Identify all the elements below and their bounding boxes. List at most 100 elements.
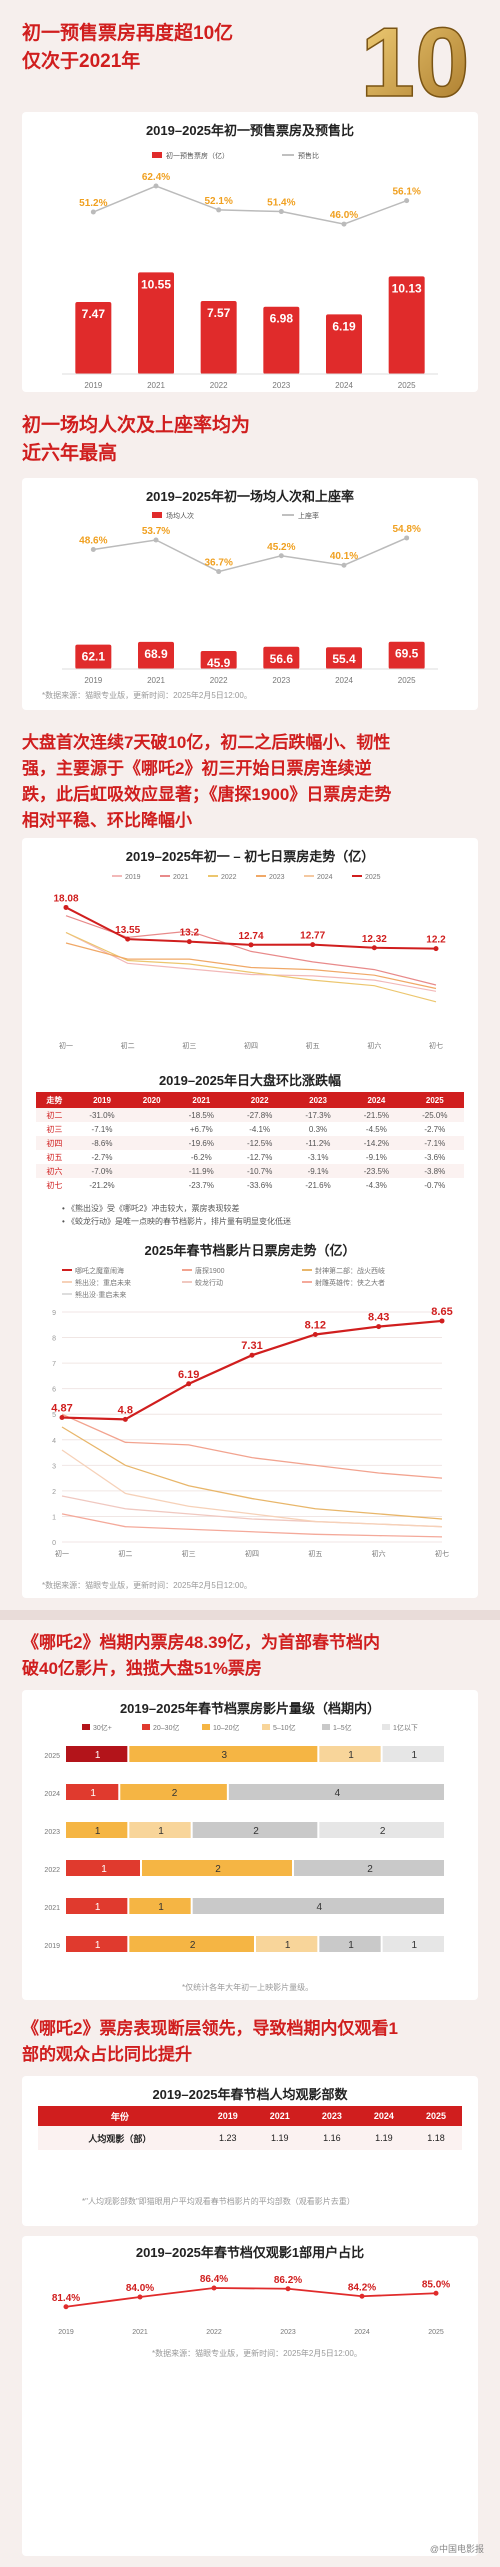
x-tick-label: 初五 bbox=[308, 1549, 322, 1558]
legend-label: 唐探1900 bbox=[195, 1266, 225, 1275]
data-label: 86.2% bbox=[274, 2275, 302, 2286]
segment-label: 2 bbox=[172, 1788, 178, 1799]
table-row: 初五 -2.7% -6.2% -12.7% -3.1% -9.1% -3.6% bbox=[36, 1150, 464, 1164]
legend-label: 蛟龙行动 bbox=[195, 1278, 223, 1287]
segment-label: 2 bbox=[215, 1864, 221, 1875]
legend-label: 哪吒之魔童闹海 bbox=[75, 1266, 124, 1275]
data-label: 84.0% bbox=[126, 2283, 154, 2294]
data-label: 13.55 bbox=[115, 925, 140, 936]
data-label: 8.12 bbox=[305, 1319, 326, 1331]
table-cell: -23.5% bbox=[363, 1166, 390, 1176]
ratio-point bbox=[341, 562, 347, 568]
tiers-note: *仅统计各年大年初一上映影片量级。 bbox=[182, 1983, 314, 1992]
series-point bbox=[249, 1352, 255, 1358]
table-cell: -12.7% bbox=[246, 1152, 273, 1162]
share-point bbox=[63, 2304, 69, 2310]
share-line bbox=[65, 2287, 437, 2308]
data-label: 81.4% bbox=[52, 2293, 80, 2304]
data-label: 8.65 bbox=[431, 1306, 452, 1318]
table-cell bbox=[131, 1108, 172, 1122]
stack-segment bbox=[192, 1822, 318, 1838]
ratio-label: 40.1% bbox=[330, 551, 358, 562]
table-header-cell: 2024 bbox=[357, 2106, 410, 2126]
bar bbox=[200, 650, 237, 669]
table-cell: -4.3% bbox=[365, 1180, 387, 1190]
table-cell: 1.16 bbox=[323, 2133, 341, 2143]
ratio-point bbox=[404, 198, 410, 204]
legend-swatch bbox=[382, 1724, 390, 1730]
legend-label: 2021 bbox=[173, 874, 189, 881]
change-table-title: 2019–2025年日大盘环比涨跌幅 bbox=[158, 1073, 342, 1088]
attendance-card: 2019–2025年初一场均人次和上座率 场均人次 上座率 62.1 2019 68.9… bbox=[22, 478, 478, 710]
x-tick-label: 初五 bbox=[306, 1041, 320, 1050]
table-cell: -11.9% bbox=[188, 1166, 214, 1176]
legend-line-label: 上座率 bbox=[298, 511, 319, 520]
table-header-cell: 2022 bbox=[230, 1092, 289, 1108]
table-row: 初六 -7.0% -11.9% -10.7% -9.1% -23.5% -3.8% bbox=[36, 1164, 464, 1178]
series-point bbox=[248, 942, 254, 948]
data-label: 84.2% bbox=[348, 2282, 376, 2293]
table-cell: -14.2% bbox=[363, 1138, 390, 1148]
table-cell bbox=[131, 1150, 172, 1164]
table-cell: -2.7% bbox=[91, 1152, 113, 1162]
stack-segment bbox=[256, 1936, 318, 1952]
x-tick-label: 2019 bbox=[84, 381, 102, 388]
table-cell: -9.1% bbox=[365, 1152, 387, 1162]
presale-headline: 初一预售票房再度超10亿 仅次于2021年 bbox=[22, 23, 234, 72]
series-line bbox=[65, 942, 437, 990]
bar-value-label: 10.13 bbox=[392, 281, 422, 295]
note-1: • 《熊出没》受《哪吒2》冲击较大，票房表现较差 bbox=[62, 1204, 240, 1213]
y-tick-label: 2023 bbox=[44, 1829, 60, 1836]
y-tick-label: 3 bbox=[52, 1463, 56, 1470]
x-tick-label: 2022 bbox=[210, 676, 228, 684]
series-line bbox=[61, 1426, 443, 1520]
table-cell: -21.2% bbox=[89, 1180, 115, 1190]
bar-value-label: 7.57 bbox=[207, 306, 231, 320]
segment-label: 1 bbox=[90, 1788, 96, 1799]
table-cell: +6.7% bbox=[189, 1124, 213, 1134]
tiers-headline: 《哪吒2》档期内票房48.39亿，为首部春节档内 破40亿影片，独揽大盘51%票… bbox=[22, 1633, 380, 1678]
bar-value-label: 45.9 bbox=[207, 656, 231, 670]
bar bbox=[326, 314, 362, 374]
audience-source: *数据来源：猫眼专业版，更新时间：2025年2月5日12:00。 bbox=[152, 2349, 362, 2358]
table-header-cell: 2020 bbox=[131, 1092, 173, 1108]
table-header-cell: 2024 bbox=[347, 1092, 406, 1108]
table-cell: -3.1% bbox=[307, 1152, 329, 1162]
series-point bbox=[122, 1416, 128, 1422]
segment-label: 1 bbox=[285, 1940, 291, 1951]
segment-label: 1 bbox=[95, 1750, 101, 1761]
segment-label: 1 bbox=[101, 1864, 107, 1875]
attendance-source: *数据来源：猫眼专业版，更新时间：2025年2月5日12:00。 bbox=[42, 691, 252, 700]
stack-segment bbox=[294, 1860, 444, 1876]
legend-label: 20–30亿 bbox=[153, 1723, 179, 1732]
y-tick-label: 2021 bbox=[44, 1905, 60, 1912]
series-point bbox=[59, 1415, 65, 1421]
table-header-cell: 走势 bbox=[36, 1092, 73, 1108]
x-tick-label: 2024 bbox=[354, 2329, 370, 2336]
bar bbox=[326, 647, 362, 669]
table-header-cell: 2021 bbox=[172, 1092, 231, 1108]
stack-segment bbox=[319, 1822, 444, 1838]
x-tick-label: 初四 bbox=[244, 1041, 258, 1050]
x-tick-label: 2025 bbox=[428, 2329, 444, 2336]
film-chart-title: 2025年春节档影片日票房走势（亿） bbox=[144, 1243, 356, 1258]
attendance-headline: 初一场均人次及上座率均为 近六年最高 bbox=[22, 415, 251, 464]
ratio-label: 56.1% bbox=[392, 187, 420, 198]
segment-label: 3 bbox=[222, 1750, 228, 1761]
presale-card: 2019–2025年初一预售票房及预售比 初一预售票房（亿） 预售比 7.47 201… bbox=[22, 112, 478, 392]
audience-headline: 《哪吒2》票房表现断层领先，导致档期内仅观看1 部的观众占比同比提升 bbox=[22, 2019, 398, 2064]
share-point bbox=[211, 2285, 217, 2291]
tiers-chart: 30亿+ 20–30亿 10–20亿 5–10亿 1–5亿 1亿以下 2025 1 3 1 1 202… bbox=[44, 1723, 444, 1952]
table-cell: 初五 bbox=[46, 1152, 63, 1162]
table-cell: -19.6% bbox=[188, 1138, 214, 1148]
ratio-point bbox=[404, 535, 410, 541]
stack-segment bbox=[66, 1936, 128, 1952]
x-tick-label: 初三 bbox=[182, 1549, 196, 1558]
table-cell: -9.1% bbox=[307, 1166, 329, 1176]
ratio-point bbox=[90, 209, 96, 215]
x-tick-label: 初二 bbox=[121, 1041, 135, 1050]
series-point bbox=[186, 939, 192, 945]
bar-value-label: 6.19 bbox=[332, 319, 356, 333]
stack-segment bbox=[129, 1898, 191, 1914]
